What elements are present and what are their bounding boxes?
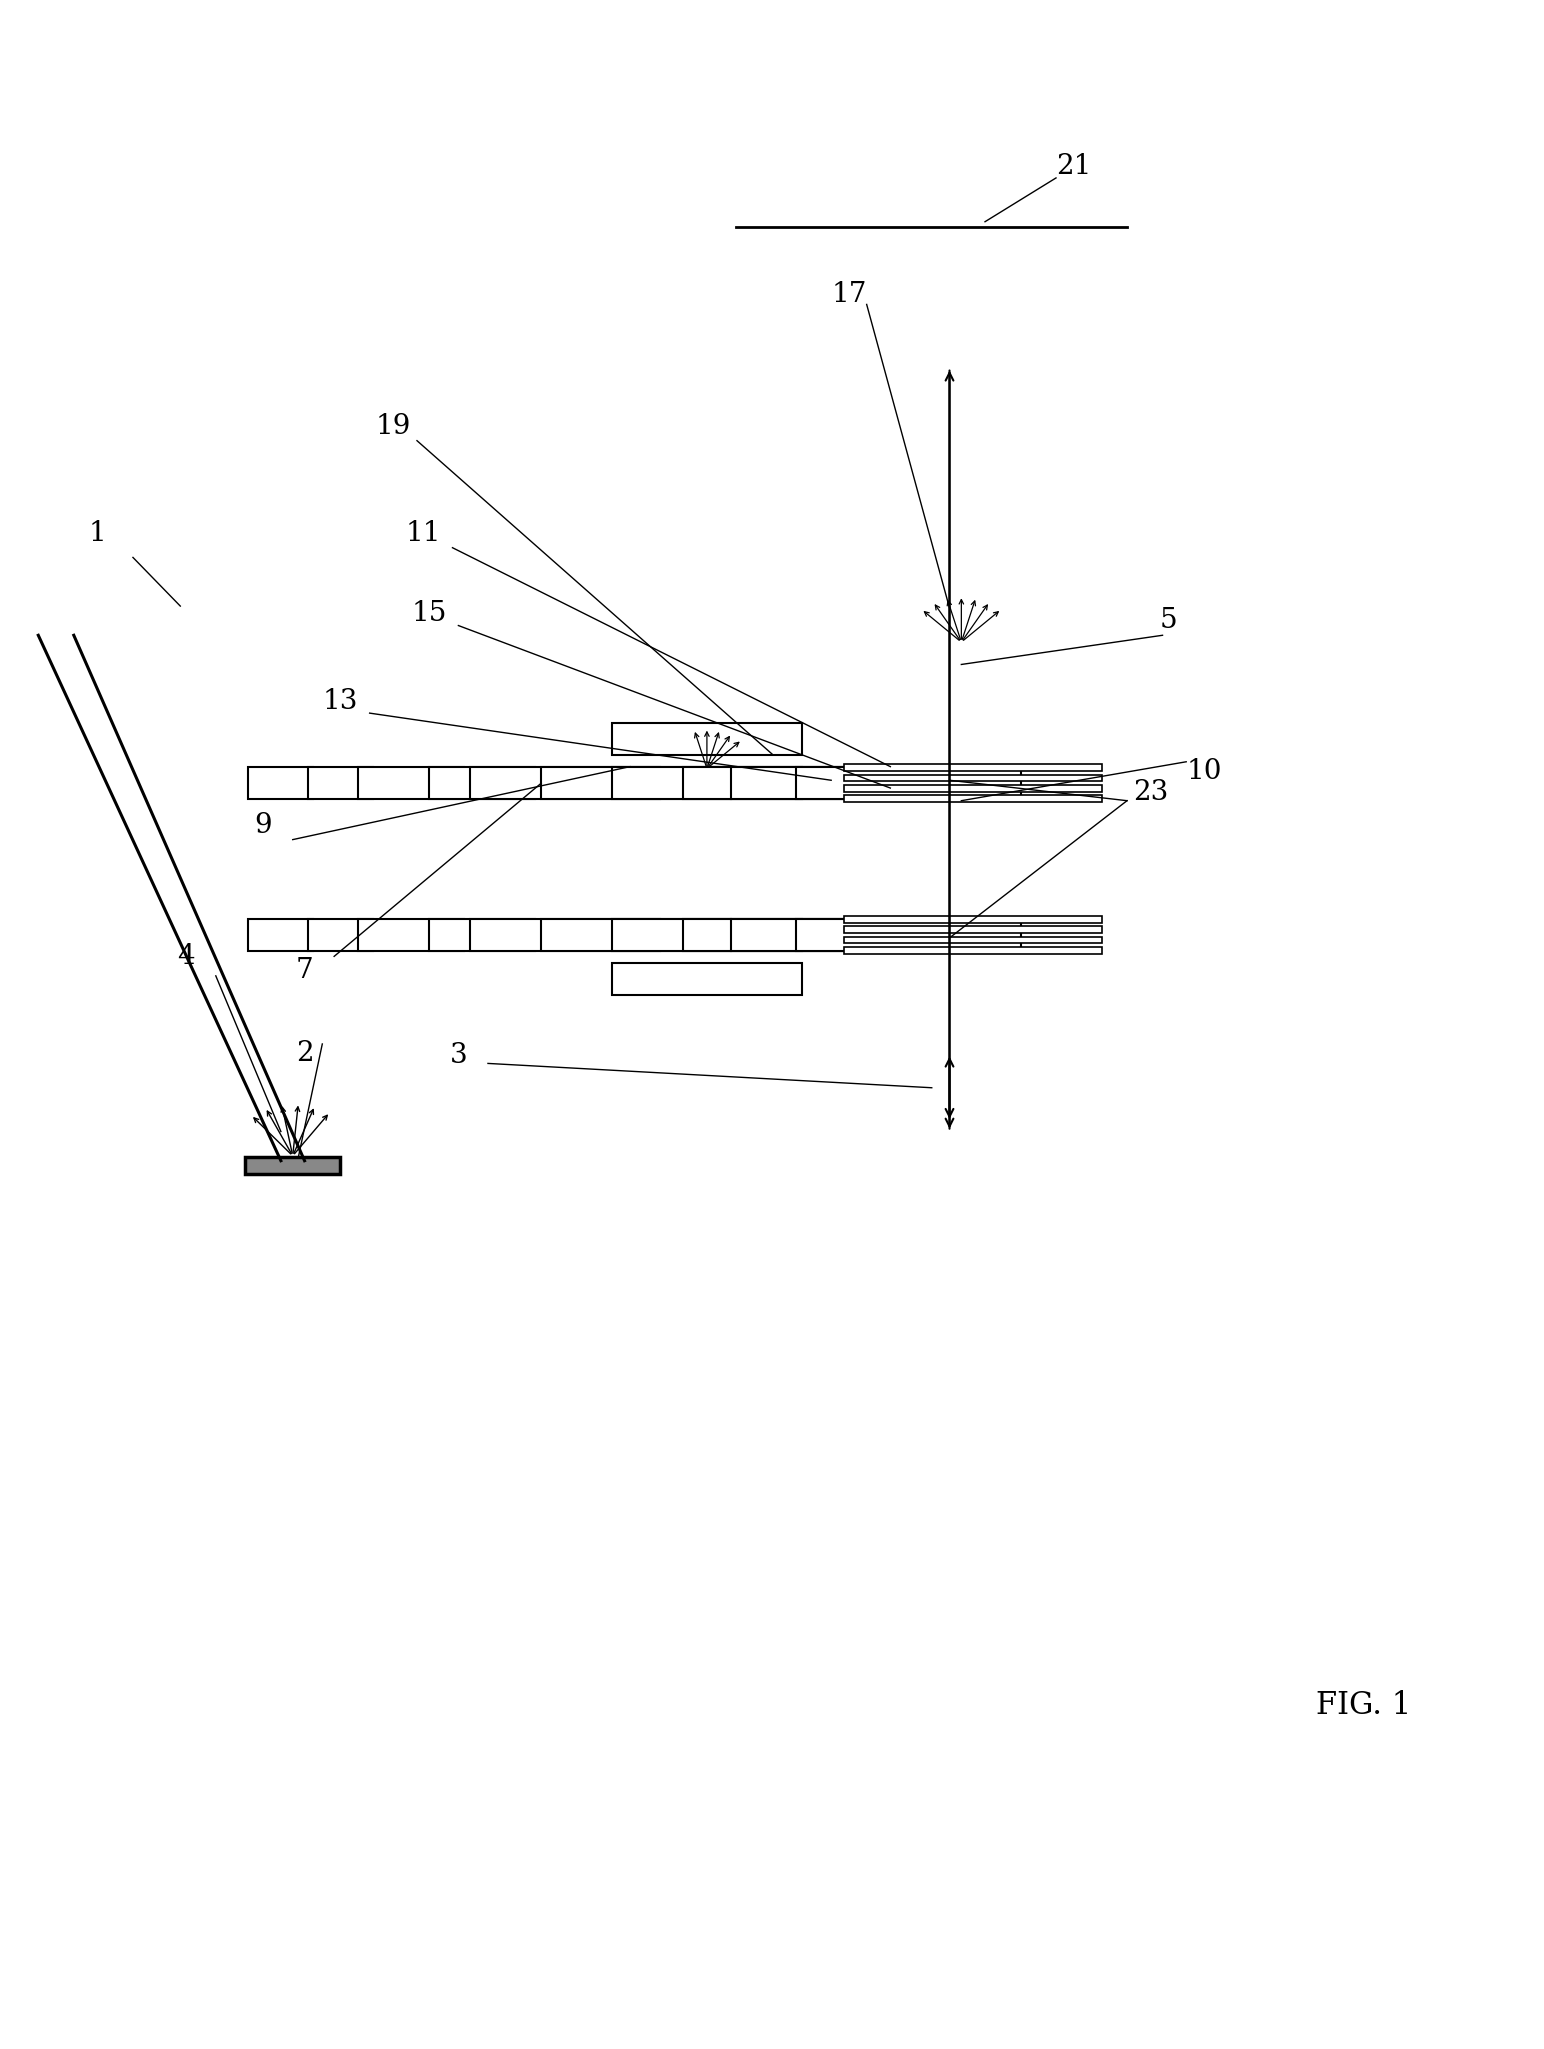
Bar [249,766,313,799]
Bar [845,926,1102,932]
Bar [613,723,801,756]
Bar [249,918,313,951]
Bar [795,766,1021,799]
Bar [845,936,1102,943]
Bar [429,766,536,799]
Text: 9: 9 [255,811,272,838]
Text: 13: 13 [323,688,358,715]
Text: 4: 4 [178,943,195,969]
Bar [845,785,1102,791]
Text: 2: 2 [296,1041,313,1068]
Bar [845,795,1102,801]
Bar [307,766,372,799]
Bar [795,918,1021,951]
Bar [542,766,730,799]
Text: 19: 19 [375,412,411,441]
Bar [684,918,872,951]
Text: 5: 5 [1160,607,1177,635]
Bar [845,764,1102,770]
Bar [684,766,872,799]
Bar [471,918,659,951]
Bar [245,1158,340,1174]
Text: 11: 11 [405,520,440,547]
Bar [613,963,801,996]
Bar [429,918,536,951]
Bar [845,947,1102,953]
Text: 17: 17 [831,281,866,307]
Text: 21: 21 [1056,154,1092,180]
Text: 10: 10 [1186,758,1221,785]
Bar [471,766,659,799]
Bar [613,766,801,799]
Bar [730,766,956,799]
Text: 1: 1 [88,520,107,547]
Text: 3: 3 [449,1043,468,1070]
Bar [307,918,372,951]
Bar [542,918,730,951]
Text: 7: 7 [295,957,313,984]
Bar [845,916,1102,922]
Bar [613,918,801,951]
Bar [358,918,465,951]
Text: FIG. 1: FIG. 1 [1315,1690,1411,1721]
Bar [358,766,465,799]
Bar [845,775,1102,781]
Bar [730,918,956,951]
Text: 15: 15 [411,600,446,627]
Text: 23: 23 [1133,779,1169,807]
